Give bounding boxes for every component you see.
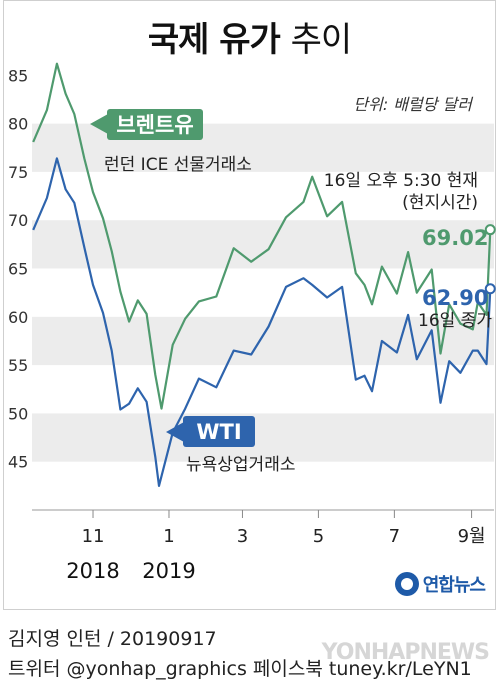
y-tick-label: 80 [8, 115, 28, 134]
x-tick-label: 9월 [458, 526, 486, 547]
wti-label: WTI [196, 420, 241, 444]
wti-end-value: 62.90 [422, 286, 488, 310]
y-tick-label: 45 [8, 453, 28, 472]
wti-end-note: 16일 종가 [418, 311, 492, 331]
grid-band [32, 123, 494, 172]
y-tick-label: 70 [8, 211, 28, 230]
brent-callout [107, 109, 203, 140]
brent-label: 브렌트유 [116, 113, 193, 137]
year-label: 2018 [66, 559, 119, 583]
wti-source: 뉴욕상업거래소 [186, 455, 295, 475]
yonhap-logo-icon [394, 572, 419, 596]
wti-callout [183, 416, 255, 447]
series-lines [32, 62, 492, 487]
yonhap-logo-text: 연합뉴스 [422, 575, 486, 596]
title-bold: 국제 유가 [147, 20, 281, 60]
y-tick-label: 65 [8, 260, 28, 279]
y-axis: 45 50 55 60 65 70 75 80 85 [8, 66, 28, 471]
y-tick-label: 75 [8, 163, 28, 182]
wti-line [32, 157, 492, 487]
y-tick-label: 60 [8, 308, 28, 327]
x-tick-label: 5 [313, 526, 324, 547]
watermark: YONHAPNEWS [321, 640, 490, 665]
footer-social: 트위터 @yonhap_graphics 페이스북 tuney.kr/LeYN1 [8, 658, 472, 680]
brent-end-point [484, 224, 496, 236]
x-tick-label: 7 [389, 526, 400, 547]
x-tick-label: 1 [163, 526, 174, 547]
brent-line [32, 62, 492, 410]
x-tick-label: 3 [237, 526, 248, 547]
chart-title: 국제 유가 추이 [0, 12, 499, 61]
x-tick-label: 11 [82, 526, 105, 547]
brent-callout-pointer [90, 114, 108, 134]
time-note: 16일 오후 5:30 현재 [324, 171, 478, 191]
y-tick-label: 85 [8, 66, 28, 85]
year-label: 2019 [142, 559, 195, 583]
brent-source: 런던 ICE 선물거래소 [104, 155, 252, 175]
y-tick-label: 55 [8, 356, 28, 375]
yonhap-logo: 연합뉴스 [394, 571, 486, 597]
unit-box [300, 91, 482, 116]
footer-credit: 김지영 인턴 / 20190917 [8, 628, 217, 650]
unit-label: 단위: 배럴당 달러 [353, 95, 473, 114]
grid-band [32, 413, 494, 462]
title-light: 추이 [290, 20, 353, 60]
time-note-local: (현지시간) [402, 193, 478, 213]
wti-callout-pointer [166, 422, 184, 442]
y-tick-label: 50 [8, 404, 28, 423]
brent-end-value: 69.02 [422, 226, 488, 250]
wti-end-point [484, 283, 496, 295]
